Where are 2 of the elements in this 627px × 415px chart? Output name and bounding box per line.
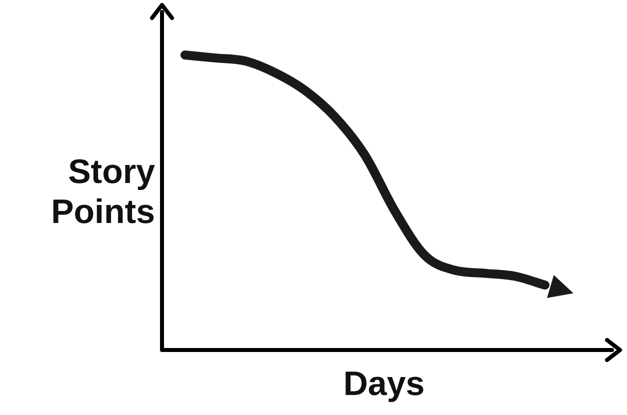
x-axis-title: Days: [342, 364, 426, 404]
y-axis-title: Story Points: [50, 152, 155, 232]
